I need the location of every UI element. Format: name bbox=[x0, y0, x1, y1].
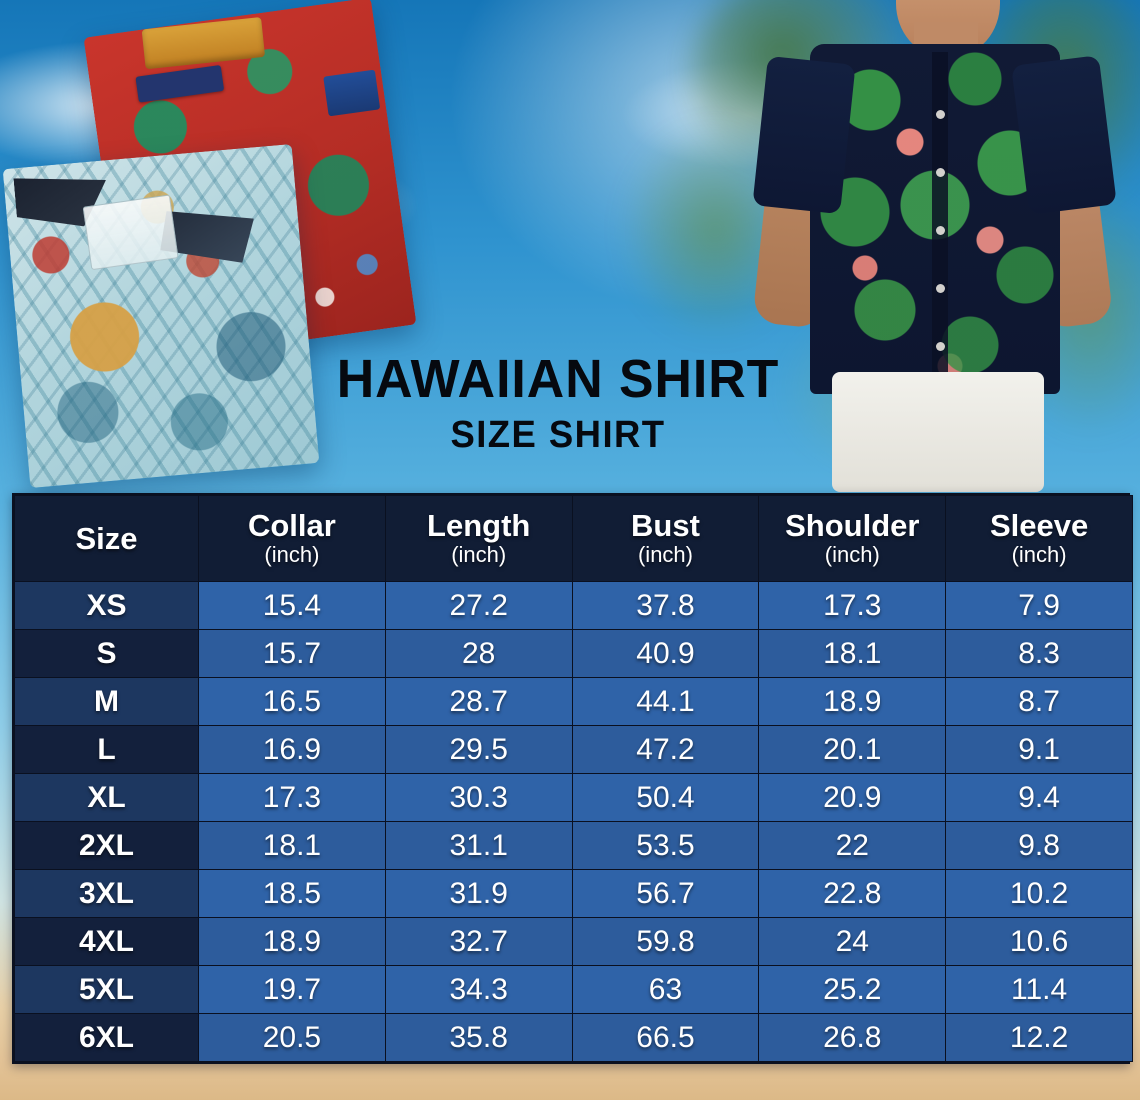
column-header-bust: Bust (inch) bbox=[571, 495, 760, 582]
shirt-right-sleeve bbox=[1011, 55, 1117, 215]
cell-bust: 56.7 bbox=[571, 869, 760, 918]
shirt-button bbox=[936, 284, 945, 293]
shirt-label bbox=[135, 64, 225, 103]
cell-sleeve: 10.2 bbox=[945, 869, 1133, 918]
column-header-sleeve: Sleeve (inch) bbox=[945, 495, 1133, 582]
cell-length: 34.3 bbox=[384, 965, 573, 1014]
cell-shoulder: 22 bbox=[758, 821, 947, 870]
cell-collar: 16.5 bbox=[198, 677, 386, 726]
cell-size: 6XL bbox=[14, 1013, 199, 1062]
cell-collar: 19.7 bbox=[198, 965, 386, 1014]
cell-sleeve: 9.4 bbox=[945, 773, 1133, 822]
table-row: 4XL 18.9 32.7 59.8 24 10.6 bbox=[14, 917, 1133, 966]
page-subtitle: SIZE SHIRT bbox=[450, 414, 666, 456]
cell-bust: 66.5 bbox=[571, 1013, 760, 1062]
table-row: S 15.7 28 40.9 18.1 8.3 bbox=[14, 629, 1133, 678]
cell-shoulder: 20.9 bbox=[758, 773, 947, 822]
cell-shoulder: 22.8 bbox=[758, 869, 947, 918]
table-header-row: Size Collar (inch) Length (inch) Bust (i… bbox=[14, 495, 1133, 582]
cell-collar: 20.5 bbox=[198, 1013, 386, 1062]
cell-sleeve: 8.3 bbox=[945, 629, 1133, 678]
shirt-button bbox=[936, 110, 945, 119]
column-header-shoulder: Shoulder (inch) bbox=[758, 495, 947, 582]
cell-collar: 18.1 bbox=[198, 821, 386, 870]
table-body: XS 15.4 27.2 37.8 17.3 7.9 S 15.7 28 40.9 18.1 8.3 M… bbox=[14, 581, 1133, 1062]
size-chart-table: Size Collar (inch) Length (inch) Bust (i… bbox=[14, 495, 1133, 1062]
cell-sleeve: 7.9 bbox=[945, 581, 1133, 630]
cell-length: 28.7 bbox=[384, 677, 573, 726]
column-header-size: Size bbox=[14, 495, 199, 582]
shirt-collar bbox=[141, 16, 266, 70]
cell-bust: 47.2 bbox=[571, 725, 760, 774]
cell-sleeve: 11.4 bbox=[945, 965, 1133, 1014]
cell-shoulder: 18.1 bbox=[758, 629, 947, 678]
cell-sleeve: 10.6 bbox=[945, 917, 1133, 966]
table-row: 3XL 18.5 31.9 56.7 22.8 10.2 bbox=[14, 869, 1133, 918]
cell-length: 28 bbox=[384, 629, 573, 678]
cell-size: 5XL bbox=[14, 965, 199, 1014]
cell-bust: 63 bbox=[571, 965, 760, 1014]
model-shorts bbox=[832, 372, 1044, 492]
table-row: XS 15.4 27.2 37.8 17.3 7.9 bbox=[14, 581, 1133, 630]
cell-length: 27.2 bbox=[384, 581, 573, 630]
table-row: 2XL 18.1 31.1 53.5 22 9.8 bbox=[14, 821, 1133, 870]
cell-bust: 40.9 bbox=[571, 629, 760, 678]
title-block: HAWAIIAN SHIRT SIZE SHIRT bbox=[318, 352, 798, 454]
cell-length: 31.9 bbox=[384, 869, 573, 918]
shirt-button bbox=[936, 168, 945, 177]
shirt-button bbox=[936, 226, 945, 235]
cell-shoulder: 17.3 bbox=[758, 581, 947, 630]
cell-bust: 50.4 bbox=[571, 773, 760, 822]
cell-size: XS bbox=[14, 581, 199, 630]
table-row: M 16.5 28.7 44.1 18.9 8.7 bbox=[14, 677, 1133, 726]
cell-shoulder: 20.1 bbox=[758, 725, 947, 774]
cell-shoulder: 25.2 bbox=[758, 965, 947, 1014]
cell-length: 35.8 bbox=[384, 1013, 573, 1062]
cell-sleeve: 12.2 bbox=[945, 1013, 1133, 1062]
shirt-placket bbox=[932, 52, 948, 382]
cell-size: 4XL bbox=[14, 917, 199, 966]
cell-size: M bbox=[14, 677, 199, 726]
cell-shoulder: 24 bbox=[758, 917, 947, 966]
cell-bust: 59.8 bbox=[571, 917, 760, 966]
cell-length: 30.3 bbox=[384, 773, 573, 822]
cell-bust: 44.1 bbox=[571, 677, 760, 726]
cell-size: 2XL bbox=[14, 821, 199, 870]
cell-collar: 15.4 bbox=[198, 581, 386, 630]
cell-shoulder: 18.9 bbox=[758, 677, 947, 726]
table-row: XL 17.3 30.3 50.4 20.9 9.4 bbox=[14, 773, 1133, 822]
cell-length: 32.7 bbox=[384, 917, 573, 966]
column-header-collar: Collar (inch) bbox=[198, 495, 386, 582]
cell-bust: 37.8 bbox=[571, 581, 760, 630]
cell-collar: 17.3 bbox=[198, 773, 386, 822]
cell-size: S bbox=[14, 629, 199, 678]
cell-length: 29.5 bbox=[384, 725, 573, 774]
blue-hawaiian-shirt-image bbox=[2, 143, 320, 489]
cell-sleeve: 9.8 bbox=[945, 821, 1133, 870]
shirt-left-sleeve bbox=[752, 55, 856, 215]
cell-collar: 18.9 bbox=[198, 917, 386, 966]
cell-size: L bbox=[14, 725, 199, 774]
cell-bust: 53.5 bbox=[571, 821, 760, 870]
column-header-length: Length (inch) bbox=[384, 495, 573, 582]
cell-shoulder: 26.8 bbox=[758, 1013, 947, 1062]
cell-collar: 16.9 bbox=[198, 725, 386, 774]
cell-collar: 18.5 bbox=[198, 869, 386, 918]
page-title: HAWAIIAN SHIRT bbox=[336, 349, 780, 409]
table-row: 5XL 19.7 34.3 63 25.2 11.4 bbox=[14, 965, 1133, 1014]
cell-sleeve: 8.7 bbox=[945, 677, 1133, 726]
cell-length: 31.1 bbox=[384, 821, 573, 870]
shirt-pocket bbox=[82, 194, 179, 271]
shirt-brand-badge bbox=[323, 69, 381, 117]
cell-sleeve: 9.1 bbox=[945, 725, 1133, 774]
table-row: L 16.9 29.5 47.2 20.1 9.1 bbox=[14, 725, 1133, 774]
cell-size: 3XL bbox=[14, 869, 199, 918]
shirt-button bbox=[936, 342, 945, 351]
model-photo bbox=[700, 0, 1140, 492]
table-row: 6XL 20.5 35.8 66.5 26.8 12.2 bbox=[14, 1013, 1133, 1062]
cell-size: XL bbox=[14, 773, 199, 822]
cell-collar: 15.7 bbox=[198, 629, 386, 678]
size-chart-table-wrapper: Size Collar (inch) Length (inch) Bust (i… bbox=[12, 493, 1133, 1064]
